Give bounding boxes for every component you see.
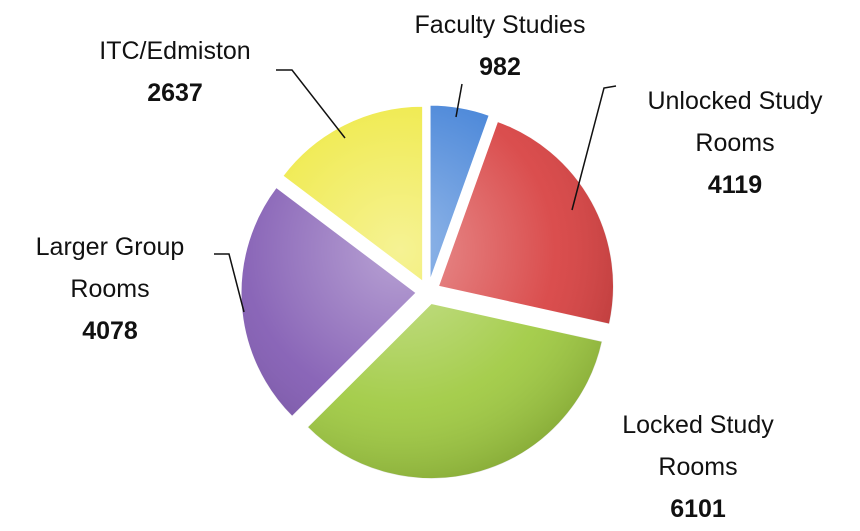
- category-name: Faculty Studies: [414, 11, 586, 39]
- slice-label: Locked Study Rooms 6101: [583, 404, 813, 530]
- leader-line: [455, 83, 463, 118]
- leader-lines: [214, 69, 617, 313]
- value-label: 4119: [707, 171, 763, 199]
- slice-label: Unlocked Study Rooms 4119: [620, 80, 850, 206]
- leader-line: [571, 85, 617, 211]
- slice-shine: [282, 106, 423, 282]
- value-label: 6101: [670, 495, 726, 523]
- category-name: Locked Study Rooms: [622, 411, 774, 481]
- slice-label: Faculty Studies 982: [390, 4, 610, 88]
- slice-shine: [438, 121, 614, 325]
- value-label: 4078: [82, 317, 138, 345]
- leader-line: [214, 253, 245, 313]
- slice-shine: [307, 303, 603, 479]
- category-name: Larger Group Rooms: [35, 233, 185, 303]
- slice-shine: [241, 187, 417, 417]
- value-label: 2637: [147, 79, 203, 107]
- value-label: 982: [479, 53, 521, 81]
- leader-line: [276, 69, 346, 139]
- category-name: ITC/Edmiston: [99, 37, 251, 65]
- slice-shine: [430, 105, 490, 281]
- slice-label: ITC/Edmiston 2637: [65, 30, 285, 114]
- category-name: Unlocked Study Rooms: [647, 87, 823, 157]
- slice-label: Larger Group Rooms 4078: [0, 226, 220, 352]
